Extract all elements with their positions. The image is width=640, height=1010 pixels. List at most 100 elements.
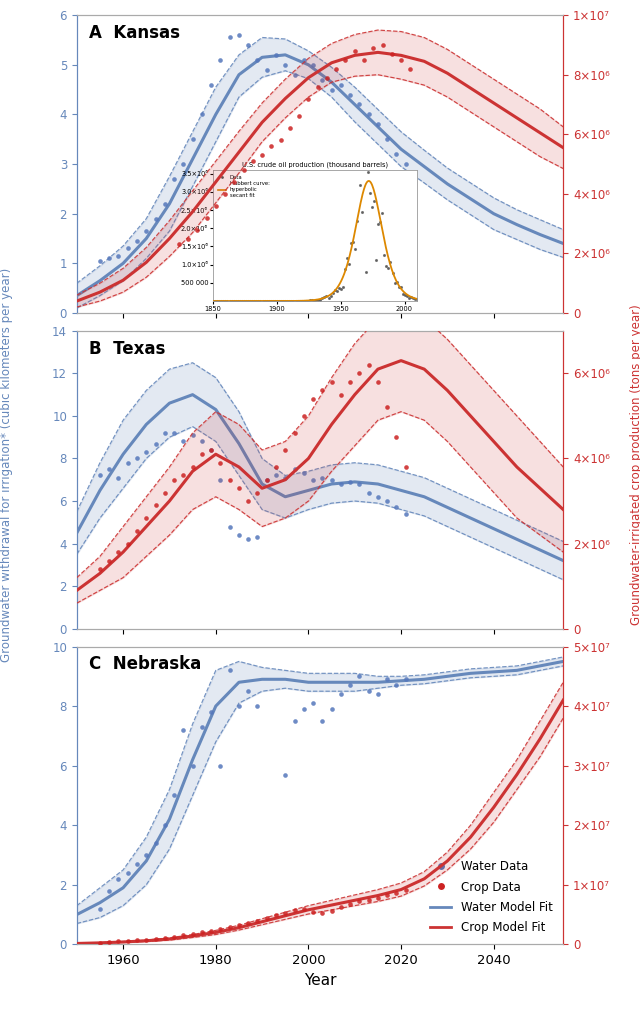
Point — [173, 236, 184, 252]
Point — [234, 698, 244, 714]
Point — [160, 930, 170, 946]
Point — [150, 210, 161, 226]
Point — [206, 442, 216, 459]
Point — [372, 116, 383, 132]
Point — [252, 52, 262, 68]
Point — [299, 408, 309, 424]
Point — [206, 704, 216, 720]
Point — [113, 544, 124, 561]
Point — [317, 72, 328, 88]
Point — [150, 497, 161, 513]
Point — [372, 686, 383, 702]
Point — [289, 425, 300, 441]
Point — [178, 468, 188, 484]
Point — [294, 108, 304, 124]
Text: Groundwater withdrawal for irrigation* (cubic kilometers per year): Groundwater withdrawal for irrigation* (… — [0, 268, 13, 662]
Point — [387, 45, 397, 62]
Point — [355, 476, 365, 492]
Point — [178, 433, 188, 449]
Point — [280, 767, 291, 783]
Point — [271, 632, 281, 648]
Point — [104, 461, 115, 477]
Point — [401, 672, 411, 688]
Point — [331, 61, 341, 77]
Point — [299, 52, 309, 68]
Point — [317, 905, 328, 921]
Point — [178, 927, 188, 943]
Point — [401, 459, 411, 475]
Point — [215, 472, 225, 488]
Point — [262, 909, 272, 925]
Point — [188, 427, 198, 443]
Legend: Water Data, Crop Data, Water Model Fit, Crop Model Fit: Water Data, Crop Data, Water Model Fit, … — [426, 855, 557, 938]
Point — [215, 758, 225, 774]
Point — [355, 894, 365, 910]
Point — [104, 934, 115, 950]
Text: A  Kansas: A Kansas — [89, 24, 180, 42]
Point — [345, 87, 355, 103]
Point — [248, 153, 258, 169]
Point — [262, 626, 272, 642]
Point — [280, 905, 291, 921]
Point — [104, 552, 115, 569]
Point — [289, 67, 300, 83]
Point — [113, 247, 124, 264]
Point — [289, 461, 300, 477]
Point — [215, 454, 225, 471]
Point — [225, 472, 235, 488]
Point — [299, 901, 309, 917]
Point — [308, 904, 318, 920]
Point — [178, 156, 188, 172]
Point — [206, 77, 216, 93]
Point — [280, 470, 291, 486]
Point — [123, 865, 133, 881]
Point — [308, 391, 318, 407]
Point — [206, 442, 216, 459]
X-axis label: Year: Year — [304, 973, 336, 988]
Point — [196, 106, 207, 122]
Point — [368, 39, 378, 56]
Point — [252, 529, 262, 545]
Point — [308, 472, 318, 488]
Point — [234, 527, 244, 543]
Point — [391, 885, 401, 901]
Point — [364, 892, 374, 908]
Point — [95, 901, 105, 917]
Point — [364, 485, 374, 501]
Point — [355, 669, 365, 685]
Point — [196, 924, 207, 940]
Point — [345, 374, 355, 390]
Point — [364, 683, 374, 699]
Point — [188, 459, 198, 475]
Text: C  Nebraska: C Nebraska — [89, 655, 201, 674]
Point — [382, 672, 392, 688]
Point — [252, 698, 262, 714]
Point — [262, 472, 272, 488]
Point — [262, 472, 272, 488]
Text: Groundwater-irrigated crop production (tons per year): Groundwater-irrigated crop production (t… — [630, 304, 640, 625]
Point — [243, 36, 253, 53]
Point — [95, 934, 105, 950]
Point — [169, 928, 179, 944]
Point — [252, 912, 262, 928]
Point — [317, 383, 328, 399]
Point — [243, 915, 253, 931]
Point — [211, 198, 221, 214]
Point — [326, 82, 337, 98]
Point — [150, 835, 161, 851]
Point — [141, 847, 152, 864]
Point — [234, 917, 244, 933]
Point — [336, 899, 346, 915]
Point — [95, 561, 105, 577]
Point — [271, 468, 281, 484]
Point — [303, 91, 314, 107]
Point — [123, 240, 133, 257]
Text: B  Texas: B Texas — [89, 339, 165, 358]
Point — [188, 131, 198, 147]
Point — [132, 932, 142, 948]
Point — [299, 701, 309, 717]
Point — [132, 523, 142, 539]
Point — [405, 61, 415, 77]
Point — [104, 883, 115, 899]
Point — [160, 425, 170, 441]
